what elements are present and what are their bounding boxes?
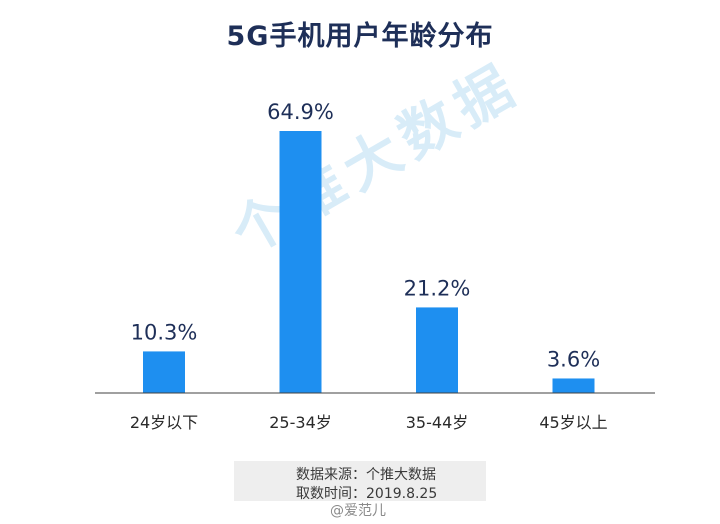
- bar-3: [416, 307, 458, 393]
- category-label-2: 25-34岁: [269, 413, 332, 432]
- data-source-text: 数据来源：个推大数据: [296, 467, 436, 483]
- value-label-3: 21.2%: [404, 276, 471, 300]
- chart-title: 5G手机用户年龄分布: [226, 21, 494, 52]
- data-date-text: 取数时间：2019.8.25: [296, 486, 438, 502]
- category-label-4: 45岁以上: [539, 413, 607, 432]
- bars-layer: 10.3% 24岁以下 64.9% 25-34岁 21.2% 35-44岁 3.6% 45岁以…: [130, 100, 608, 432]
- value-label-4: 3.6%: [547, 347, 600, 371]
- weibo-watermark: @爱范儿: [330, 503, 386, 519]
- category-label-3: 35-44岁: [406, 413, 469, 432]
- value-label-1: 10.3%: [131, 320, 198, 344]
- bar-1: [143, 351, 185, 393]
- bar-4: [552, 378, 595, 393]
- value-label-2: 64.9%: [267, 100, 334, 124]
- category-label-1: 24岁以下: [130, 413, 198, 432]
- source-box: 数据来源：个推大数据 取数时间：2019.8.25: [234, 461, 486, 502]
- bar-2: [279, 131, 322, 393]
